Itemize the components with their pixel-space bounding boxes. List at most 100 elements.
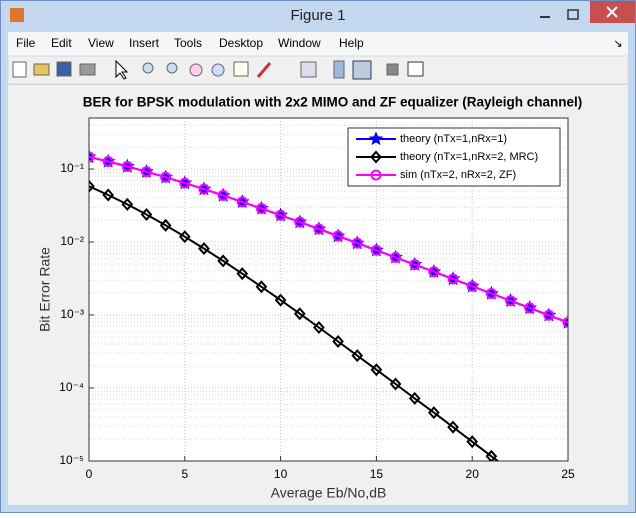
- rotate-icon[interactable]: [211, 63, 225, 77]
- marker: [332, 334, 344, 348]
- maximize-button[interactable]: [567, 9, 579, 20]
- x-tick-label: 0: [86, 467, 93, 481]
- menu-item[interactable]: Edit: [51, 36, 72, 50]
- marker: [217, 254, 229, 268]
- menu-item[interactable]: Help: [339, 36, 364, 50]
- marker: [217, 189, 229, 201]
- pan-icon[interactable]: [189, 63, 203, 77]
- new-icon[interactable]: [12, 61, 27, 78]
- marker: [236, 196, 248, 208]
- print-icon[interactable]: [79, 63, 96, 76]
- marker: [332, 230, 344, 242]
- marker: [408, 391, 421, 405]
- marker: [274, 293, 287, 307]
- marker: [275, 209, 287, 221]
- axes-box: [88, 117, 569, 462]
- menu: File Edit View Insert Tools Desktop Window Help: [16, 36, 364, 50]
- window-title: Figure 1: [290, 7, 345, 24]
- marker: [159, 218, 172, 232]
- open-icon[interactable]: [33, 63, 50, 76]
- marker: [447, 420, 459, 434]
- x-axis-label: Average Eb/No,dB: [271, 485, 387, 501]
- marker: [121, 160, 133, 172]
- menu-bar: [8, 32, 628, 56]
- legend-label: sim (nTx=2, nRx=2, ZF): [400, 169, 516, 181]
- menu-item[interactable]: Tools: [174, 36, 202, 50]
- marker: [89, 179, 95, 193]
- y-tick-label: 10⁻²: [60, 234, 84, 248]
- app-icon: [10, 8, 24, 22]
- x-tick-label: 25: [561, 467, 575, 481]
- marker: [485, 288, 497, 299]
- marker: [370, 244, 382, 256]
- marker: [370, 363, 383, 377]
- marker: [409, 259, 421, 271]
- menu-item[interactable]: Window: [278, 36, 321, 50]
- marker: [543, 309, 555, 321]
- marker: [351, 349, 364, 363]
- x-tick-label: 20: [466, 467, 480, 481]
- marker: [198, 242, 210, 256]
- pointer-icon[interactable]: [115, 59, 129, 80]
- marker: [447, 273, 459, 285]
- marker: [466, 280, 478, 292]
- marker: [505, 295, 517, 307]
- marker: [466, 435, 479, 449]
- y-tick-label: 10⁻⁵: [59, 453, 84, 467]
- y-axis-label: Bit Error Rate: [37, 247, 53, 332]
- series-line: [89, 155, 568, 324]
- dock-arrow[interactable]: ↘: [613, 38, 622, 50]
- menu-item[interactable]: File: [16, 36, 36, 50]
- marker: [485, 449, 498, 461]
- toolbar-icons: [12, 59, 424, 80]
- marker: [179, 177, 191, 189]
- legend-label: theory (nTx=1,nRx=2, MRC): [400, 151, 538, 163]
- brush-icon[interactable]: [256, 62, 272, 78]
- save-icon[interactable]: [56, 61, 72, 77]
- menu-item[interactable]: Desktop: [219, 36, 263, 50]
- y-tick-label: 10⁻³: [60, 307, 84, 321]
- link-icon[interactable]: [300, 61, 317, 78]
- plot-lines: [89, 149, 568, 461]
- show-tools-icon[interactable]: [407, 61, 424, 77]
- marker: [160, 171, 172, 183]
- marker: [102, 188, 115, 202]
- close-icon: [606, 6, 618, 18]
- menu-item[interactable]: Insert: [129, 36, 160, 50]
- marker: [102, 156, 114, 167]
- chart: 10⁻⁵ 10⁻⁴ 10⁻³ 10⁻² 10⁻¹ 0 5 10 15 20 25 BER for BP…: [37, 95, 583, 501]
- legend-marker: [368, 131, 384, 146]
- marker: [389, 377, 402, 391]
- marker: [140, 208, 153, 222]
- marker: [255, 203, 267, 214]
- marker: [294, 216, 306, 228]
- legend-label: theory (nTx=1,nRx=1): [400, 133, 507, 145]
- colorbar-icon[interactable]: [333, 60, 345, 79]
- datacursor-icon[interactable]: [233, 61, 249, 77]
- marker: [390, 251, 402, 263]
- x-tick-label: 5: [181, 467, 188, 481]
- y-tick-label: 10⁻¹: [60, 161, 84, 175]
- x-tick-label: 15: [370, 467, 384, 481]
- marker: [236, 267, 249, 281]
- toolbar: [7, 55, 629, 85]
- marker: [428, 266, 440, 278]
- hide-tools-icon[interactable]: [386, 63, 399, 76]
- marker: [524, 302, 536, 314]
- zoom-in-icon[interactable]: [142, 62, 154, 74]
- menu-item[interactable]: View: [88, 36, 114, 50]
- marker: [428, 406, 440, 420]
- marker: [140, 166, 152, 178]
- zoom-out-icon[interactable]: [166, 62, 178, 74]
- legend-icon[interactable]: [352, 60, 372, 80]
- y-tick-label: 10⁻⁴: [59, 380, 84, 394]
- legend-marker: [370, 169, 382, 181]
- marker: [121, 197, 134, 211]
- marker: [313, 321, 325, 335]
- chart-title: BER for BPSK modulation with 2x2 MIMO an…: [83, 95, 583, 110]
- marker: [198, 183, 210, 195]
- marker: [562, 317, 568, 329]
- marker: [313, 223, 325, 235]
